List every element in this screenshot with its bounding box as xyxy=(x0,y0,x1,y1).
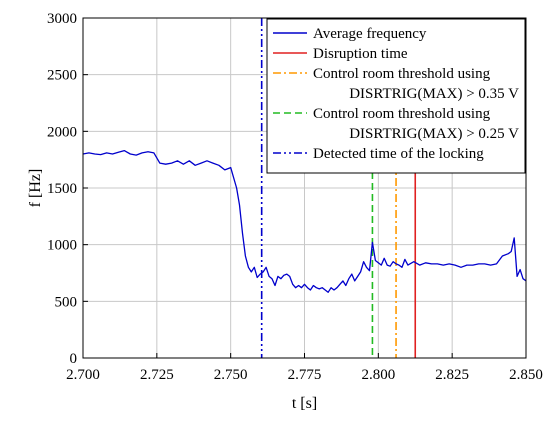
legend: Average frequency Disruption time Control … xyxy=(266,18,526,174)
y-axis-label: f [Hz] xyxy=(27,169,44,208)
legend-entry: Average frequency xyxy=(273,26,427,42)
legend-label: Average frequency xyxy=(313,26,427,42)
y-tick-label: 500 xyxy=(55,294,78,310)
y-tick-label: 2500 xyxy=(47,68,77,84)
x-tick-label: 2.850 xyxy=(509,367,543,383)
y-tick-label: 1500 xyxy=(47,181,77,197)
x-tick-label: 2.750 xyxy=(214,367,248,383)
legend-entry: Detected time of the locking xyxy=(273,146,484,162)
series-line-average-frequency xyxy=(82,149,527,293)
legend-label: DISRTRIG(MAX) > 0.35 V xyxy=(349,86,519,102)
x-tick-label: 2.725 xyxy=(140,367,174,383)
legend-entry: Disruption time xyxy=(273,46,408,62)
x-tick-label: 2.700 xyxy=(66,367,100,383)
legend-entry: Control room threshold using DISRTRIG(MAX… xyxy=(273,66,519,102)
y-tick-label: 3000 xyxy=(47,11,77,27)
x-axis-label: t [s] xyxy=(292,395,317,412)
legend-label: Detected time of the locking xyxy=(313,146,484,162)
legend-label: Disruption time xyxy=(313,46,408,62)
legend-label: DISRTRIG(MAX) > 0.25 V xyxy=(349,126,519,142)
x-tick-label: 2.825 xyxy=(435,367,469,383)
series-layer xyxy=(82,149,527,293)
x-tick-label: 2.775 xyxy=(288,367,322,383)
x-tick-label: 2.800 xyxy=(361,367,395,383)
legend-box xyxy=(266,18,526,174)
y-tick-label: 2000 xyxy=(47,124,77,140)
legend-label: Control room threshold using xyxy=(313,106,491,122)
y-tick-label: 1000 xyxy=(47,238,77,254)
legend-entry: Control room threshold using DISRTRIG(MAX… xyxy=(273,106,519,142)
y-tick-label: 0 xyxy=(70,351,78,367)
legend-label: Control room threshold using xyxy=(313,66,491,82)
axis-ticks: 2.700 2.725 2.750 2.775 2.800 2.825 2.850 0 500 1… xyxy=(47,11,543,383)
